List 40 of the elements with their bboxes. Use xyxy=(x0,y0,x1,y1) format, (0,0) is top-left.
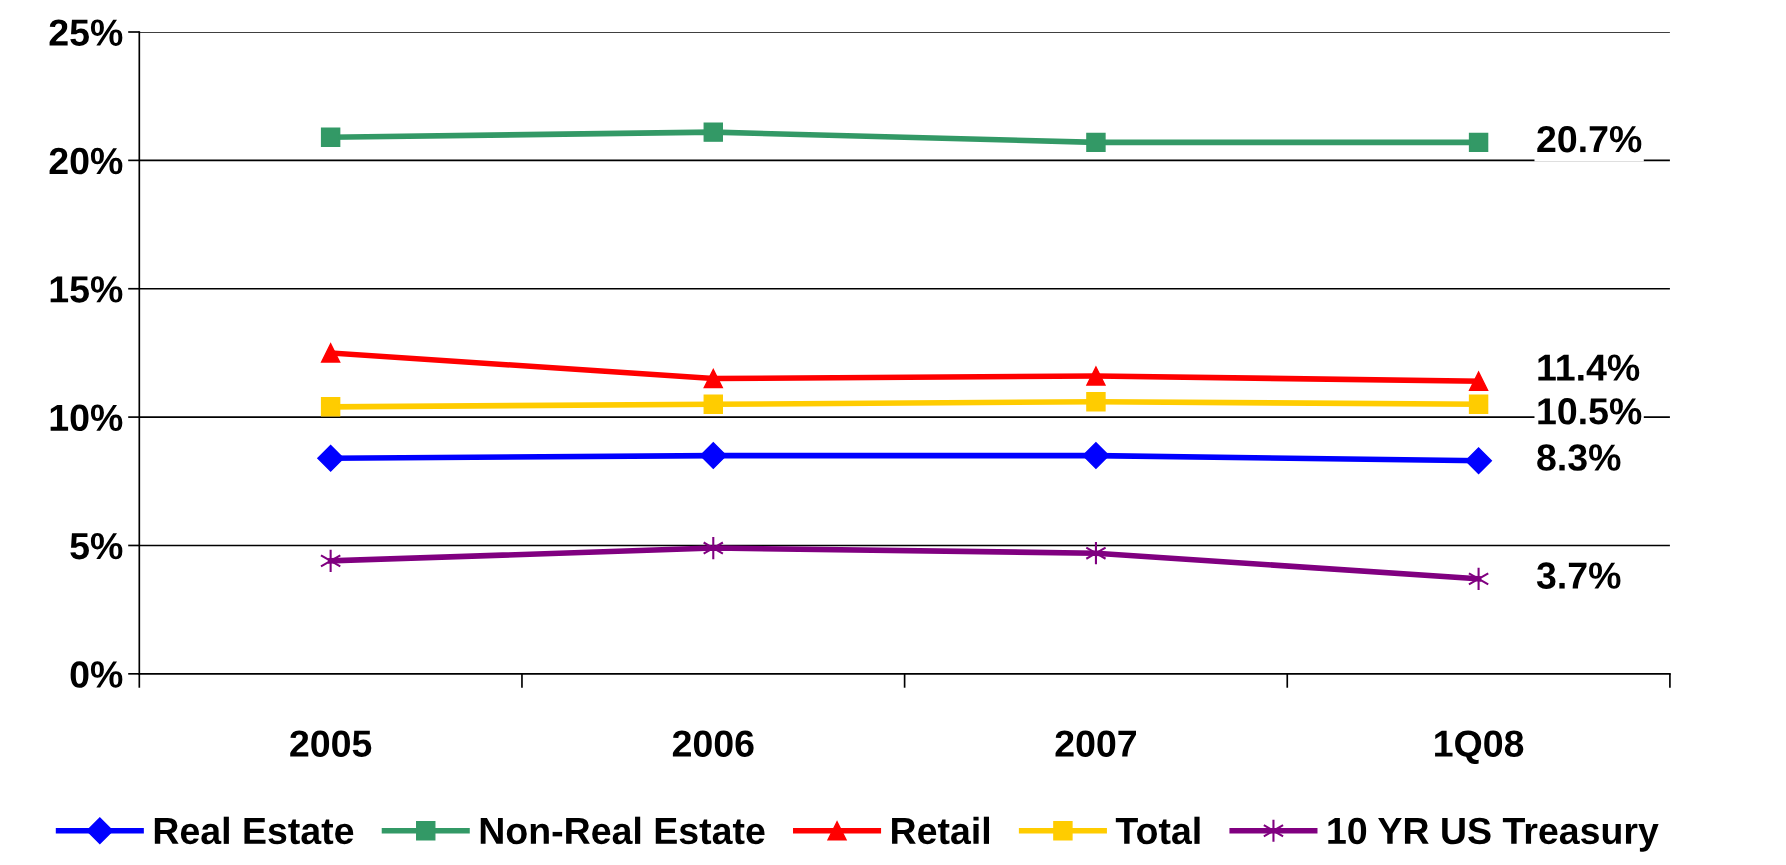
point xyxy=(1468,394,1489,414)
y-tick-label: 20% xyxy=(49,147,123,175)
point xyxy=(320,127,341,147)
point xyxy=(320,397,341,417)
point xyxy=(1468,371,1489,391)
y-tick-label: 15% xyxy=(50,276,123,303)
point xyxy=(703,394,724,414)
point xyxy=(1085,541,1107,566)
point xyxy=(1467,566,1490,591)
data-label: 20.7% xyxy=(1537,125,1642,153)
data-label: 3.7% xyxy=(1536,562,1621,589)
point xyxy=(1086,366,1106,386)
point xyxy=(699,442,727,470)
point xyxy=(320,343,341,363)
y-tick-label: 10% xyxy=(50,404,123,432)
point xyxy=(1082,442,1110,470)
point xyxy=(703,122,724,142)
point xyxy=(1086,391,1106,412)
data-label: 8.3% xyxy=(1537,444,1621,471)
legend-label: Non-Real Estate xyxy=(480,816,765,845)
point xyxy=(702,535,724,561)
data-label: 11.4% xyxy=(1538,354,1640,381)
legend-label: Real Estate xyxy=(154,816,354,845)
y-tick-label: 25% xyxy=(49,19,123,46)
legend-label: Total xyxy=(1115,816,1200,845)
data-label: 10.5% xyxy=(1538,398,1642,425)
x-tick-label: 2007 xyxy=(1055,730,1136,757)
y-tick-label: 5% xyxy=(70,532,123,560)
legend-label: 10 YR US Treasury xyxy=(1328,817,1659,852)
point xyxy=(1086,132,1106,153)
legend-label: Retail xyxy=(892,816,990,845)
point xyxy=(1468,132,1489,153)
x-tick-label: 2006 xyxy=(672,730,754,757)
point xyxy=(317,444,345,472)
point xyxy=(1465,447,1493,475)
point xyxy=(703,368,724,389)
point xyxy=(319,548,342,574)
y-tick-label: 0% xyxy=(70,661,123,688)
x-tick-label: 1Q08 xyxy=(1435,730,1524,764)
x-tick-label: 2005 xyxy=(290,730,372,757)
